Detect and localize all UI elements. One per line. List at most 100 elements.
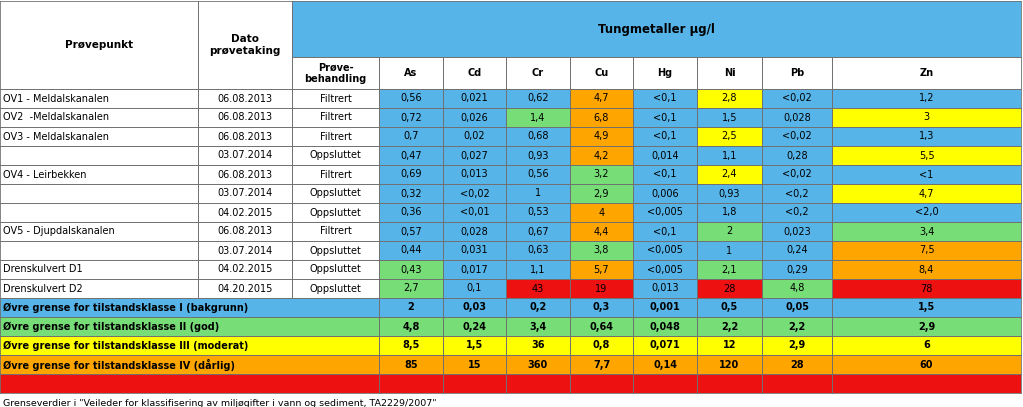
- Bar: [832, 317, 1021, 336]
- Bar: [570, 57, 633, 89]
- Text: 04.02.2015: 04.02.2015: [217, 265, 273, 274]
- Text: 2,1: 2,1: [722, 265, 738, 274]
- Bar: [832, 146, 1021, 165]
- Bar: [832, 89, 1021, 108]
- Bar: [832, 298, 1021, 317]
- Text: Drenskulvert D1: Drenskulvert D1: [3, 265, 83, 274]
- Text: 4,4: 4,4: [593, 227, 609, 236]
- Bar: [570, 89, 633, 108]
- Bar: [0, 298, 379, 317]
- Bar: [570, 127, 633, 146]
- Bar: [832, 279, 1021, 298]
- Text: 4,2: 4,2: [593, 151, 610, 160]
- Bar: [697, 146, 762, 165]
- Text: 6,8: 6,8: [593, 112, 609, 123]
- Bar: [443, 89, 506, 108]
- Text: 1,1: 1,1: [530, 265, 545, 274]
- Text: 0,001: 0,001: [650, 302, 680, 313]
- Text: 0,028: 0,028: [460, 227, 488, 236]
- Text: 1,4: 1,4: [530, 112, 545, 123]
- Bar: [506, 127, 570, 146]
- Bar: [506, 374, 570, 393]
- Text: 2: 2: [726, 227, 732, 236]
- Bar: [762, 355, 832, 374]
- Bar: [697, 317, 762, 336]
- Bar: [379, 146, 443, 165]
- Text: 06.08.2013: 06.08.2013: [218, 227, 272, 236]
- Text: 0,63: 0,63: [527, 245, 548, 256]
- Text: 0,2: 0,2: [529, 302, 546, 313]
- Bar: [506, 146, 570, 165]
- Bar: [697, 241, 762, 260]
- Text: <0,02: <0,02: [783, 94, 812, 103]
- Bar: [443, 317, 506, 336]
- Text: <0,1: <0,1: [654, 169, 677, 179]
- Text: 43: 43: [532, 284, 544, 293]
- Text: Oppsluttet: Oppsluttet: [310, 284, 361, 293]
- Bar: [198, 222, 292, 241]
- Bar: [832, 241, 1021, 260]
- Bar: [697, 165, 762, 184]
- Text: 0,027: 0,027: [460, 151, 488, 160]
- Text: As: As: [404, 68, 417, 78]
- Text: 0,36: 0,36: [400, 208, 421, 217]
- Bar: [379, 184, 443, 203]
- Bar: [506, 241, 570, 260]
- Bar: [762, 127, 832, 146]
- Text: Hg: Hg: [658, 68, 672, 78]
- Bar: [697, 222, 762, 241]
- Bar: [633, 165, 697, 184]
- Text: 36: 36: [531, 341, 545, 350]
- Bar: [506, 355, 570, 374]
- Text: 3,4: 3,4: [919, 227, 934, 236]
- Text: 0,8: 0,8: [592, 341, 610, 350]
- Text: Oppsluttet: Oppsluttet: [310, 151, 361, 160]
- Text: 0,56: 0,56: [527, 169, 548, 179]
- Bar: [292, 165, 379, 184]
- Bar: [697, 374, 762, 393]
- Text: 360: 360: [528, 359, 548, 370]
- Text: Oppsluttet: Oppsluttet: [310, 188, 361, 199]
- Bar: [697, 355, 762, 374]
- Text: <0,1: <0,1: [654, 227, 677, 236]
- Bar: [379, 127, 443, 146]
- Text: >7,7: >7,7: [589, 379, 614, 389]
- Text: 0,028: 0,028: [784, 112, 811, 123]
- Bar: [633, 222, 697, 241]
- Text: <0,2: <0,2: [786, 188, 809, 199]
- Bar: [379, 165, 443, 184]
- Text: <0,1: <0,1: [654, 94, 677, 103]
- Text: 0,013: 0,013: [460, 169, 488, 179]
- Bar: [762, 317, 832, 336]
- Text: <0,02: <0,02: [459, 188, 489, 199]
- Bar: [198, 165, 292, 184]
- Text: 60: 60: [920, 359, 933, 370]
- Bar: [697, 184, 762, 203]
- Text: Pb: Pb: [790, 68, 804, 78]
- Bar: [198, 108, 292, 127]
- Bar: [832, 127, 1021, 146]
- Bar: [506, 57, 570, 89]
- Text: Zn: Zn: [920, 68, 934, 78]
- Text: 19: 19: [595, 284, 608, 293]
- Text: 2,7: 2,7: [403, 284, 418, 293]
- Bar: [697, 203, 762, 222]
- Bar: [443, 260, 506, 279]
- Bar: [0, 184, 198, 203]
- Text: <0,01: <0,01: [459, 208, 489, 217]
- Text: 4: 4: [598, 208, 605, 217]
- Bar: [697, 57, 762, 89]
- Text: 28: 28: [790, 359, 804, 370]
- Bar: [506, 279, 570, 298]
- Text: 2,9: 2,9: [593, 188, 610, 199]
- Bar: [443, 298, 506, 317]
- Text: Filtrert: Filtrert: [319, 94, 352, 103]
- Text: 0,071: 0,071: [650, 341, 680, 350]
- Bar: [570, 260, 633, 279]
- Text: 0,14: 0,14: [653, 359, 677, 370]
- Bar: [0, 1, 198, 89]
- Bar: [0, 89, 198, 108]
- Text: 0,43: 0,43: [400, 265, 421, 274]
- Bar: [198, 184, 292, 203]
- Text: Grenseverdier i "Veileder for klassifisering av miljøgifter i vann og sediment, : Grenseverdier i "Veileder for klassifise…: [3, 398, 437, 407]
